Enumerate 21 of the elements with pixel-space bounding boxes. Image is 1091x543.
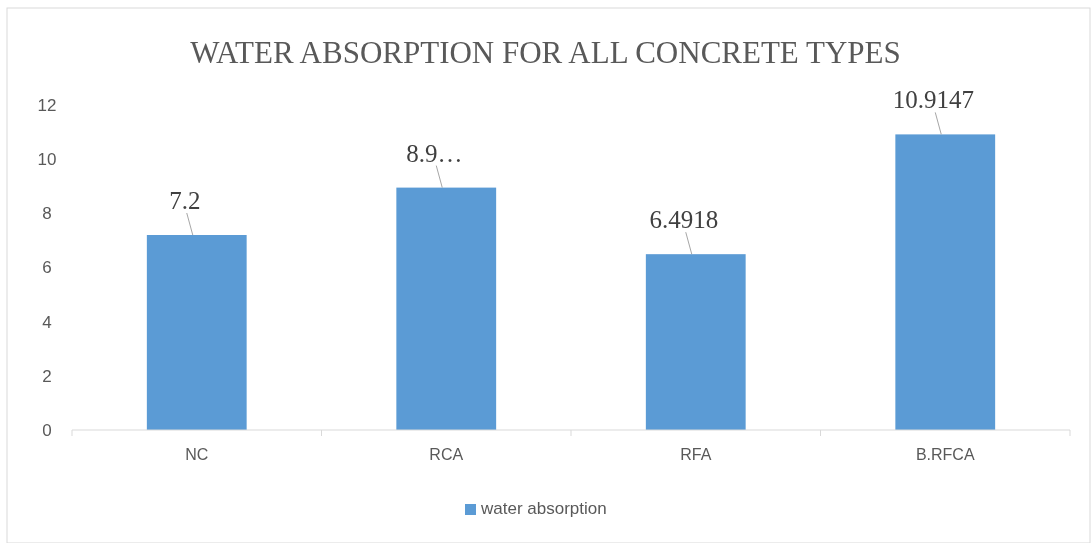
x-tick-label: RCA [429, 446, 464, 463]
legend-label: water absorption [480, 499, 607, 518]
bar [645, 254, 746, 430]
bar [895, 134, 996, 430]
bar [146, 235, 247, 430]
x-tick-label: B.RFCA [915, 446, 975, 463]
chart-title: WATER ABSORPTION FOR ALL CONCRETE TYPES [190, 35, 901, 70]
data-label: 8.9… [406, 139, 463, 167]
y-tick-label: 8 [42, 204, 52, 224]
bar [396, 187, 497, 430]
data-label: 6.4918 [649, 206, 719, 234]
x-tick-label: RFA [680, 446, 712, 463]
data-label: 7.2 [169, 187, 201, 214]
y-tick-label: 2 [42, 366, 52, 386]
y-tick-label: 10 [37, 150, 57, 170]
y-tick-label: 4 [42, 312, 52, 332]
x-tick-label: NC [185, 446, 209, 463]
y-tick-label: 12 [37, 95, 57, 115]
y-tick-label: 6 [42, 258, 52, 278]
y-tick-label: 0 [42, 420, 52, 440]
data-label: 10.9147 [892, 86, 974, 114]
